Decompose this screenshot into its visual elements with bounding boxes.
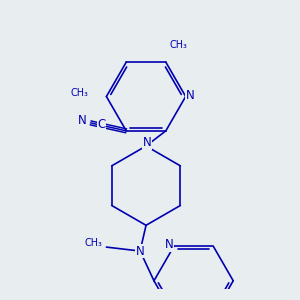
Text: N: N <box>77 114 86 128</box>
Text: N: N <box>186 89 195 102</box>
Text: N: N <box>142 136 151 149</box>
Text: N: N <box>165 238 173 251</box>
Text: CH₃: CH₃ <box>170 40 188 50</box>
Text: N: N <box>136 244 145 258</box>
Text: C: C <box>98 118 106 131</box>
Text: CH₃: CH₃ <box>71 88 88 98</box>
Text: CH₃: CH₃ <box>85 238 102 248</box>
